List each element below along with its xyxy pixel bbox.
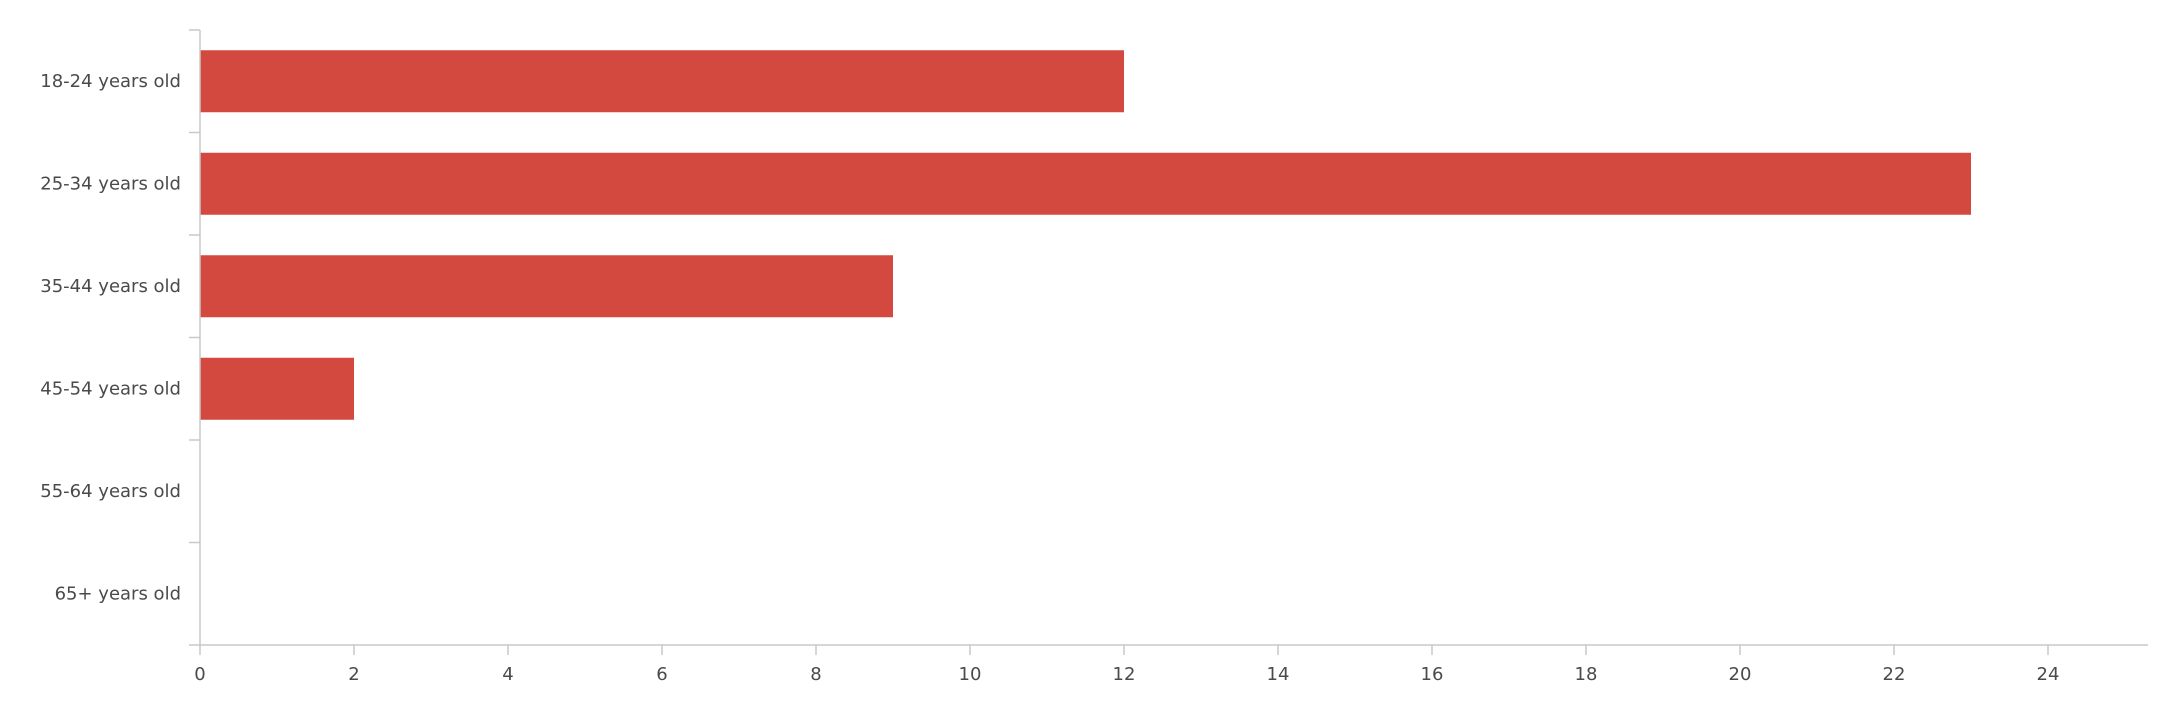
y-tick-label: 35-44 years old — [40, 276, 181, 297]
x-tick-label: 22 — [1883, 664, 1906, 685]
x-tick-label: 6 — [656, 664, 667, 685]
x-tick-label: 10 — [959, 664, 982, 685]
bar — [200, 255, 893, 318]
x-axis-ticks — [199, 645, 2049, 655]
y-tick-label: 65+ years old — [55, 583, 181, 604]
bar — [200, 357, 354, 420]
x-tick-label: 24 — [2037, 664, 2060, 685]
y-tick-label: 18-24 years old — [40, 71, 181, 92]
x-tick-label: 18 — [1575, 664, 1598, 685]
bars-group — [200, 50, 1971, 420]
y-axis-labels: 18-24 years old 25-34 years old 35-44 year… — [40, 71, 181, 605]
x-tick-label: 14 — [1267, 664, 1290, 685]
y-tick-label: 25-34 years old — [40, 173, 181, 194]
y-axis-ticks — [189, 29, 200, 646]
x-axis-labels: 0 2 4 6 8 10 12 14 16 18 20 22 24 — [194, 664, 2059, 685]
bar — [200, 152, 1971, 215]
x-tick-label: 8 — [810, 664, 821, 685]
bar — [200, 50, 1124, 113]
x-tick-label: 20 — [1729, 664, 1752, 685]
x-tick-label: 0 — [194, 664, 205, 685]
x-tick-label: 12 — [1113, 664, 1136, 685]
y-tick-label: 45-54 years old — [40, 378, 181, 399]
y-tick-label: 55-64 years old — [40, 481, 181, 502]
x-tick-label: 2 — [348, 664, 359, 685]
x-tick-label: 16 — [1421, 664, 1444, 685]
x-tick-label: 4 — [502, 664, 513, 685]
